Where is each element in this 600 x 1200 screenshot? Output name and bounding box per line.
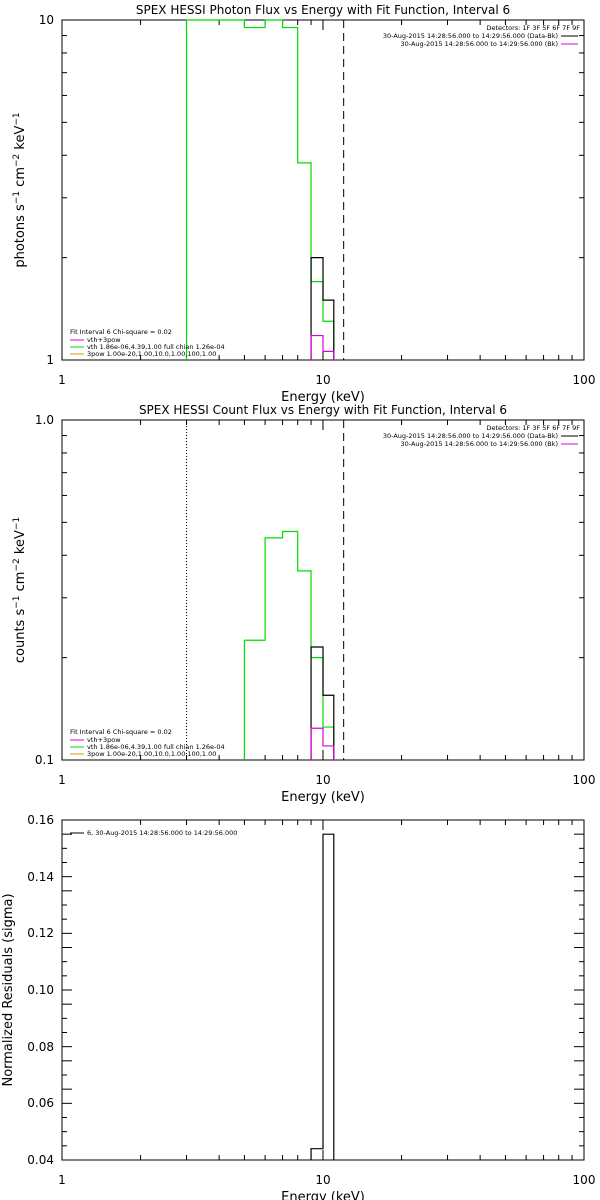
legend-entry-label: 6, 30-Aug-2015 14:28:56.000 to 14:29:56.…	[87, 829, 237, 837]
y-tick-label: 1	[46, 353, 54, 367]
y-tick-label: 0.08	[27, 1040, 54, 1054]
y-axis-label: Normalized Residuals (sigma)	[1, 893, 16, 1086]
legend-entry-label: 3pow 1.00e-20,1.00,10.0,1.00,100,1.00	[87, 350, 216, 358]
y-tick-label: 0.12	[27, 926, 54, 940]
y-axis-label: photons s−1 cm−2 keV−1	[12, 112, 28, 267]
legend-entry-label: vth+3pow	[87, 736, 121, 744]
y-tick-label: 0.10	[27, 983, 54, 997]
legend-entry-label: 30-Aug-2015 14:28:56.000 to 14:29:56.000…	[383, 32, 558, 40]
chart-title: SPEX HESSI Photon Flux vs Energy with Fi…	[136, 3, 510, 17]
y-tick-label: 0.04	[27, 1153, 54, 1167]
y-tick-label: 1.0	[35, 413, 54, 427]
plot-marks	[186, 420, 345, 760]
axis-ticks	[61, 419, 584, 761]
fit-legend-header: Fit Interval 6 Chi-square = 0.02	[70, 328, 172, 336]
x-axis-label: Energy (keV)	[281, 790, 365, 805]
x-tick-label: 10	[315, 773, 330, 787]
spectrum-series-line	[310, 334, 335, 360]
y-tick-label: 0.1	[35, 753, 54, 767]
spectrum-series-line	[243, 530, 335, 760]
spectrum-series-line	[310, 727, 335, 760]
x-tick-label: 10	[315, 1173, 330, 1187]
y-tick-label: 10	[39, 13, 54, 27]
photon-flux-panel: SPEX HESSI Photon Flux vs Energy with Fi…	[12, 3, 595, 405]
spectrum-series-line	[310, 833, 335, 1160]
count-flux-panel: SPEX HESSI Count Flux vs Energy with Fit…	[12, 403, 595, 805]
legend-entry-label: 3pow 1.00e-20,1.00,10.0,1.00,100,1.00	[87, 750, 216, 758]
fit-legend-header: Fit Interval 6 Chi-square = 0.02	[70, 728, 172, 736]
y-tick-label: 0.16	[27, 813, 54, 827]
y-axis-label: counts s−1 cm−2 keV−1	[12, 517, 28, 663]
legend-entry-label: 30-Aug-2015 14:28:56.000 to 14:29:56.000…	[401, 40, 558, 48]
legend-entry-label: vth 1.86e-06,4.39,1.00 full chian 1.26e-…	[87, 743, 225, 751]
legend-entry-label: 30-Aug-2015 14:28:56.000 to 14:29:56.000…	[383, 432, 558, 440]
spectrum-series-line	[310, 646, 335, 760]
x-tick-label: 10	[315, 373, 330, 387]
x-tick-label: 1	[58, 773, 66, 787]
x-tick-label: 1	[58, 373, 66, 387]
x-axis-label: Energy (keV)	[281, 390, 365, 405]
chart-title: SPEX HESSI Count Flux vs Energy with Fit…	[139, 403, 507, 417]
legend-entry-label: vth+3pow	[87, 336, 121, 344]
x-tick-label: 1	[58, 1173, 66, 1187]
legend-title: Detectors: 1F 3F 5F 6F 7F 9F	[486, 424, 580, 432]
spectrum-series-line	[185, 19, 335, 360]
legend-entry-label: 30-Aug-2015 14:28:56.000 to 14:29:56.000…	[401, 440, 558, 448]
x-tick-label: 100	[573, 1173, 596, 1187]
x-tick-label: 100	[573, 773, 596, 787]
plot-marks	[185, 19, 345, 360]
y-tick-label: 0.14	[27, 870, 54, 884]
legend-title: Detectors: 1F 3F 5F 6F 7F 9F	[486, 24, 580, 32]
x-tick-label: 100	[573, 373, 596, 387]
legend-entry-label: vth 1.86e-06,4.39,1.00 full chian 1.26e-…	[87, 343, 225, 351]
y-tick-label: 0.06	[27, 1096, 54, 1110]
spectrum-series-line	[310, 257, 335, 360]
residuals-panel: 1 10 100 0.04 0.06 0.08 0.10 0.12 0.14 0…	[1, 813, 595, 1200]
x-axis-label: Energy (keV)	[281, 1190, 365, 1200]
plot-marks	[310, 833, 335, 1160]
